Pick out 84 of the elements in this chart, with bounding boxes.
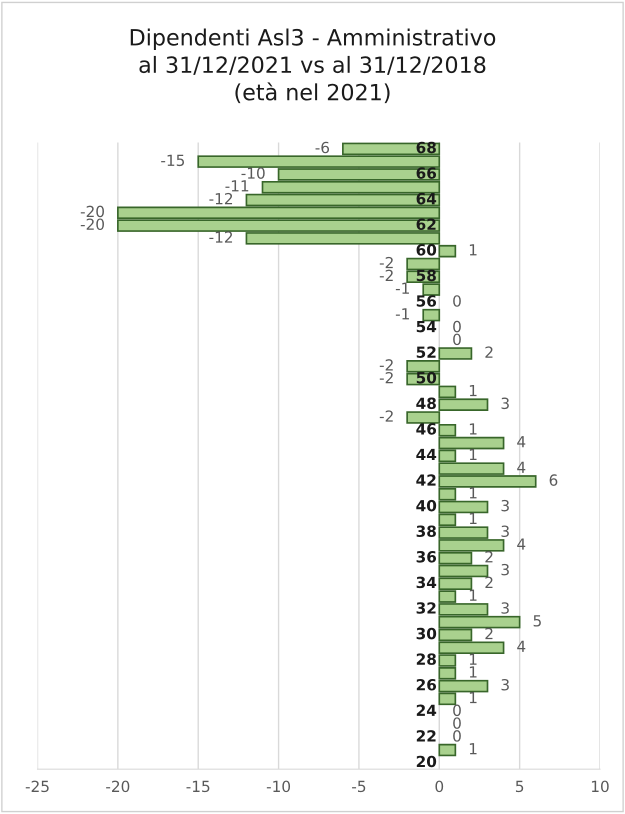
data-label: 4	[517, 436, 526, 448]
data-label: 2	[485, 346, 492, 358]
y-tick-label: 34	[416, 576, 436, 588]
y-tick-label: 58	[416, 270, 436, 282]
data-label: -1	[396, 282, 409, 294]
data-label: -11	[225, 180, 248, 192]
data-label: 1	[470, 692, 477, 704]
chart-title: Dipendenti Asl3 - Amministrativo al 31/12/2021 vs al 31/12/2018 (età nel 2021)	[130, 28, 496, 104]
data-label: 4	[517, 462, 526, 473]
data-label: -2	[380, 410, 393, 422]
y-tick-label: 52	[416, 346, 436, 358]
y-tick-label: 64	[416, 192, 436, 204]
y-tick-label: 56	[416, 295, 436, 307]
data-label: 3	[502, 500, 509, 512]
data-label: -2	[380, 270, 393, 281]
data-label: 2	[485, 628, 492, 640]
y-tick-label: 66	[416, 167, 436, 179]
data-label: 4	[517, 640, 526, 652]
data-label: 0	[453, 320, 461, 332]
x-tick-label: 0	[435, 780, 444, 792]
data-label: 0	[453, 717, 461, 729]
data-label: 1	[470, 244, 477, 256]
data-label: 0	[453, 334, 461, 346]
x-tick-label: 10	[592, 780, 609, 792]
data-label: 4	[517, 538, 526, 550]
data-label: 1	[470, 743, 477, 754]
data-label: 1	[470, 384, 477, 396]
y-tick-label: 22	[416, 730, 436, 742]
y-tick-label: 54	[416, 321, 436, 332]
data-label: -10	[242, 167, 265, 179]
data-label: 3	[502, 398, 509, 410]
data-label: 3	[502, 602, 509, 614]
y-tick-label: 68	[416, 142, 436, 154]
y-tick-label: 28	[416, 653, 436, 665]
data-label: -6	[316, 142, 330, 154]
y-tick-label: 60	[416, 244, 436, 256]
y-tick-label: 46	[416, 423, 436, 435]
y-tick-label: 32	[416, 602, 436, 614]
data-label: 3	[502, 525, 509, 538]
x-tick-label: -25	[26, 780, 49, 792]
y-tick-label: 42	[416, 474, 436, 486]
data-label: -1	[396, 308, 409, 320]
data-label: 2	[485, 576, 492, 588]
y-tick-label: 50	[416, 372, 436, 384]
y-tick-label: 62	[416, 218, 436, 230]
data-label: 1	[470, 487, 477, 498]
bar	[422, 308, 440, 322]
data-label: 1	[470, 423, 477, 434]
y-tick-label: 48	[416, 398, 436, 410]
data-label: 0	[453, 730, 461, 742]
data-label: 1	[470, 512, 477, 524]
y-tick-label: 30	[416, 628, 436, 640]
data-label: -2	[380, 372, 393, 384]
y-tick-label: 26	[416, 678, 436, 691]
data-label: -20	[80, 206, 104, 218]
y-tick-label: 40	[416, 500, 436, 512]
data-label: -20	[80, 218, 104, 230]
data-label: 5	[534, 615, 541, 627]
y-tick-label: 36	[416, 551, 436, 563]
data-label: 3	[502, 678, 509, 691]
x-tick-label: -20	[106, 780, 130, 792]
x-tick-label: 5	[516, 780, 524, 792]
x-tick-label: -10	[266, 780, 290, 792]
data-label: -2	[380, 256, 393, 268]
x-tick-label: -5	[352, 780, 366, 792]
data-label: 0	[453, 704, 461, 716]
data-label: 2	[485, 551, 492, 562]
x-tick-label: -15	[186, 780, 210, 792]
data-label: -15	[161, 154, 184, 166]
y-tick-label: 44	[416, 448, 436, 460]
data-label: 3	[502, 564, 509, 576]
y-tick-label: 20	[416, 756, 436, 768]
y-tick-label: 38	[416, 525, 436, 538]
y-tick-label: 24	[416, 704, 436, 716]
data-label: 6	[550, 474, 558, 486]
data-label: -12	[209, 192, 232, 204]
bar	[438, 744, 456, 756]
data-label: 1	[470, 590, 477, 601]
data-label: 0	[453, 295, 461, 307]
data-label: 1	[470, 654, 477, 665]
data-label: -2	[380, 359, 393, 371]
data-label: 1	[470, 448, 477, 460]
data-label: 1	[470, 666, 477, 678]
data-label: -12	[209, 231, 232, 243]
